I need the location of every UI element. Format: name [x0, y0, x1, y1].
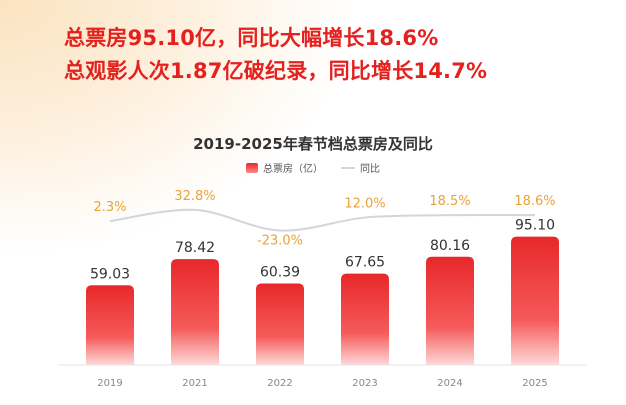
- headline-attendance: 总观影人次1.87亿破纪录，同比增长14.7%: [64, 59, 488, 83]
- x-tick-label: 2024: [437, 378, 462, 389]
- headline-box-office: 总票房95.10亿，同比大幅增长18.6%: [64, 26, 439, 50]
- legend-swatch-line: [341, 166, 355, 169]
- bar-2022: [256, 283, 304, 365]
- x-tick-label: 2021: [182, 378, 207, 389]
- bar-2025: [511, 236, 559, 365]
- legend-item-yoy: 同比: [341, 160, 380, 175]
- yoy-line: [109, 208, 536, 232]
- yoy-value-label: 18.6%: [514, 194, 555, 209]
- bar-2024: [426, 256, 474, 365]
- bar-value-label: 80.16: [430, 238, 470, 254]
- bar-2023: [341, 273, 389, 365]
- legend-label-box-office: 总票房（亿）: [263, 164, 323, 175]
- bar-value-label: 60.39: [260, 264, 300, 280]
- legend-label-yoy: 同比: [360, 164, 380, 175]
- yoy-value-label: 12.0%: [344, 197, 385, 212]
- bar-value-label: 78.42: [175, 240, 215, 256]
- yoy-value-label: -23.0%: [257, 234, 303, 249]
- x-tick-label: 2023: [352, 378, 377, 389]
- bar-value-label: 95.10: [515, 218, 555, 234]
- yoy-value-label: 18.5%: [429, 194, 470, 209]
- legend-item-box-office: 总票房（亿）: [246, 160, 323, 175]
- bar-value-label: 67.65: [345, 255, 385, 271]
- bar-2021: [171, 259, 219, 365]
- yoy-value-label: 32.8%: [174, 189, 215, 204]
- bar-2019: [86, 285, 134, 365]
- chart-title: 2019-2025年春节档总票房及同比: [193, 135, 433, 153]
- x-tick-label: 2022: [267, 378, 292, 389]
- chart-legend: 总票房（亿） 同比: [0, 160, 626, 175]
- x-tick-label: 2025: [522, 378, 547, 389]
- bar-value-label: 59.03: [90, 266, 130, 282]
- legend-swatch-bar: [246, 162, 258, 173]
- yoy-value-label: 2.3%: [93, 200, 126, 215]
- x-tick-label: 2019: [97, 378, 122, 389]
